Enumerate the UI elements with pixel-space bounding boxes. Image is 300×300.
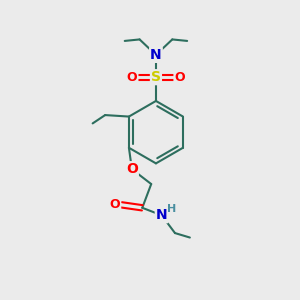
- Text: N: N: [150, 48, 162, 62]
- Text: O: O: [174, 71, 185, 84]
- Text: O: O: [110, 198, 120, 211]
- Text: H: H: [167, 204, 177, 214]
- Text: N: N: [156, 208, 167, 222]
- Text: O: O: [127, 71, 137, 84]
- Text: O: O: [126, 162, 138, 176]
- Text: S: S: [151, 70, 161, 84]
